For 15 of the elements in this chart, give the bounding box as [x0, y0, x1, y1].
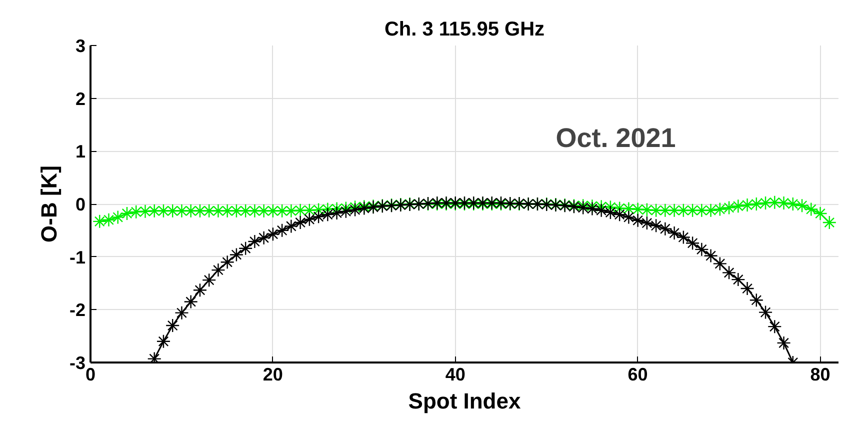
x-tick-label: 40 [445, 364, 466, 384]
y-tick-label: 1 [75, 142, 86, 162]
annotation: Oct. 2021 [556, 122, 676, 153]
y-tick-label: 0 [75, 194, 86, 214]
y-tick-label: -1 [69, 247, 86, 268]
y-axis-title: O-B [K] [36, 166, 62, 242]
chart-title: Ch. 3 115.95 GHz [384, 18, 545, 40]
y-tick-label: -3 [69, 353, 86, 373]
x-tick-label: 20 [262, 364, 283, 384]
x-tick-label: 80 [810, 364, 830, 384]
x-axis-title: Spot Index [408, 388, 522, 414]
y-tick-label: -2 [69, 300, 86, 320]
y-tick-label: 3 [75, 36, 86, 56]
x-tick-label: 60 [628, 364, 648, 384]
y-tick-label: 2 [75, 88, 86, 109]
